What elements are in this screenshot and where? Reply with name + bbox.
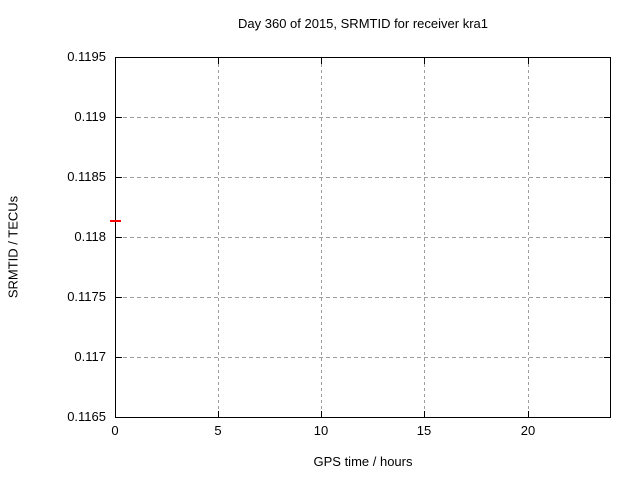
tick-mark-right: [604, 297, 610, 298]
tick-mark-top: [218, 58, 219, 64]
chart-title: Day 360 of 2015, SRMTID for receiver kra…: [238, 16, 488, 31]
y-tick-label: 0.119: [74, 109, 106, 124]
tick-mark-bottom: [321, 411, 322, 417]
tick-mark-top: [115, 58, 116, 64]
y-axis-label: SRMTID / TECUs: [5, 195, 21, 299]
y-tick-label: 0.1195: [67, 49, 106, 64]
tick-mark-bottom: [115, 411, 116, 417]
y-tick-label: 0.1185: [67, 169, 106, 184]
tick-mark-right: [604, 417, 610, 418]
x-tick-label: 0: [111, 423, 119, 438]
gridline-vertical: [424, 58, 425, 416]
tick-mark-left: [116, 57, 122, 58]
gridline-vertical: [528, 58, 529, 416]
gridline-vertical: [218, 58, 219, 416]
tick-mark-bottom: [424, 411, 425, 417]
tick-mark-top: [424, 58, 425, 64]
y-tick-label: 0.1165: [67, 409, 106, 424]
x-tick-label: 10: [313, 423, 329, 438]
y-tick-label: 0.1175: [67, 289, 106, 304]
tick-mark-top: [528, 58, 529, 64]
gridline-horizontal: [116, 357, 609, 358]
gridline-horizontal: [116, 237, 609, 238]
tick-mark-left: [116, 117, 122, 118]
data-point-marker: [110, 220, 121, 222]
tick-mark-left: [116, 177, 122, 178]
x-tick-label: 5: [214, 423, 222, 438]
gridline-horizontal: [116, 117, 609, 118]
x-tick-label: 15: [416, 423, 432, 438]
tick-mark-left: [116, 237, 122, 238]
tick-mark-right: [604, 357, 610, 358]
gridline-vertical: [321, 58, 322, 416]
tick-mark-right: [604, 177, 610, 178]
tick-mark-left: [116, 297, 122, 298]
tick-mark-bottom: [218, 411, 219, 417]
tick-mark-left: [116, 357, 122, 358]
x-tick-label: 20: [520, 423, 536, 438]
gridline-horizontal: [116, 177, 609, 178]
y-tick-label: 0.117: [74, 349, 106, 364]
tick-mark-right: [604, 237, 610, 238]
x-axis-label: GPS time / hours: [313, 454, 413, 469]
tick-mark-right: [604, 57, 610, 58]
tick-mark-right: [604, 117, 610, 118]
gridline-horizontal: [116, 297, 609, 298]
tick-mark-left: [116, 417, 122, 418]
tick-mark-bottom: [528, 411, 529, 417]
tick-mark-top: [321, 58, 322, 64]
y-tick-label: 0.118: [74, 229, 106, 244]
